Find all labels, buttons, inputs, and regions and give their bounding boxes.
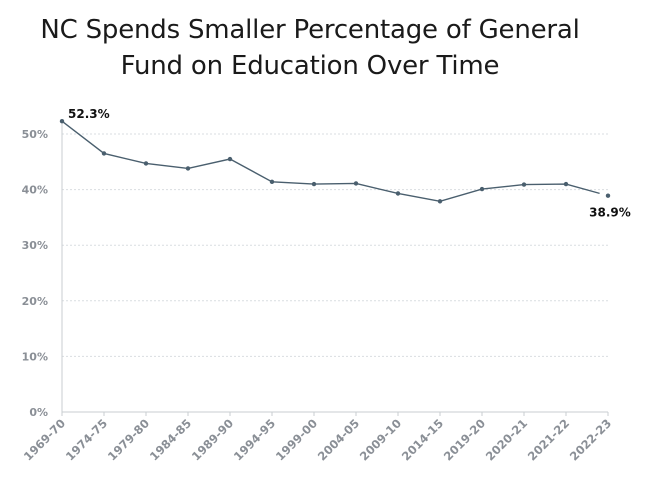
x-tick-label: 2004-05 (315, 416, 362, 463)
data-point (101, 151, 107, 156)
series-education-share (59, 119, 611, 204)
y-tick-label: 30% (22, 239, 48, 252)
x-tick-label: 1994-95 (231, 416, 278, 463)
data-point (353, 181, 359, 186)
gridlines (62, 133, 608, 357)
data-labels: 52.3% 38.9% (68, 107, 631, 220)
series-line (61, 120, 600, 202)
data-point (59, 119, 65, 124)
chart-title-line-2: Fund on Education Over Time (120, 51, 500, 81)
data-point (479, 186, 485, 192)
x-tick-label: 2009-10 (357, 416, 404, 463)
y-tick-label: 0% (29, 406, 48, 419)
data-point (311, 181, 317, 187)
data-point (143, 161, 149, 166)
chart-title: NC Spends Smaller Percentage of General … (0, 12, 620, 84)
y-tick-label: 40% (22, 184, 48, 197)
data-point (437, 199, 443, 204)
x-tick-label: 2019-20 (441, 416, 488, 463)
x-tick-label: 2020-21 (483, 416, 530, 463)
data-point (269, 179, 275, 185)
y-tick-label: 10% (22, 350, 48, 363)
x-tick-label: 1984-85 (147, 416, 194, 463)
axes (61, 120, 608, 413)
data-point (185, 166, 191, 171)
data-point (563, 181, 569, 187)
y-tick-label: 20% (22, 295, 48, 308)
data-point (395, 191, 401, 196)
x-tick-label: 1974-75 (63, 416, 110, 463)
y-axis-ticks: 0% 10% 20% 30% 40% 50% (22, 128, 48, 419)
x-tick-label: 1969-70 (21, 416, 68, 463)
x-tick-label: 2022-23 (567, 416, 614, 463)
data-point (227, 156, 233, 162)
data-point (605, 193, 611, 198)
x-tick-label: 1989-90 (189, 416, 236, 463)
x-tick-label: 2021-22 (525, 416, 572, 463)
x-tick-label: 2014-15 (399, 416, 446, 463)
y-tick-label: 50% (22, 128, 48, 141)
chart-title-line-1: NC Spends Smaller Percentage of General (40, 15, 580, 45)
data-label: 38.9% (589, 206, 631, 220)
x-axis-ticks: 1969-701974-751979-801984-851989-901994-… (21, 412, 614, 463)
data-label: 52.3% (68, 107, 110, 121)
x-tick-label: 1999-00 (273, 416, 320, 463)
x-tick-label: 1979-80 (105, 416, 152, 463)
data-point (521, 182, 527, 187)
